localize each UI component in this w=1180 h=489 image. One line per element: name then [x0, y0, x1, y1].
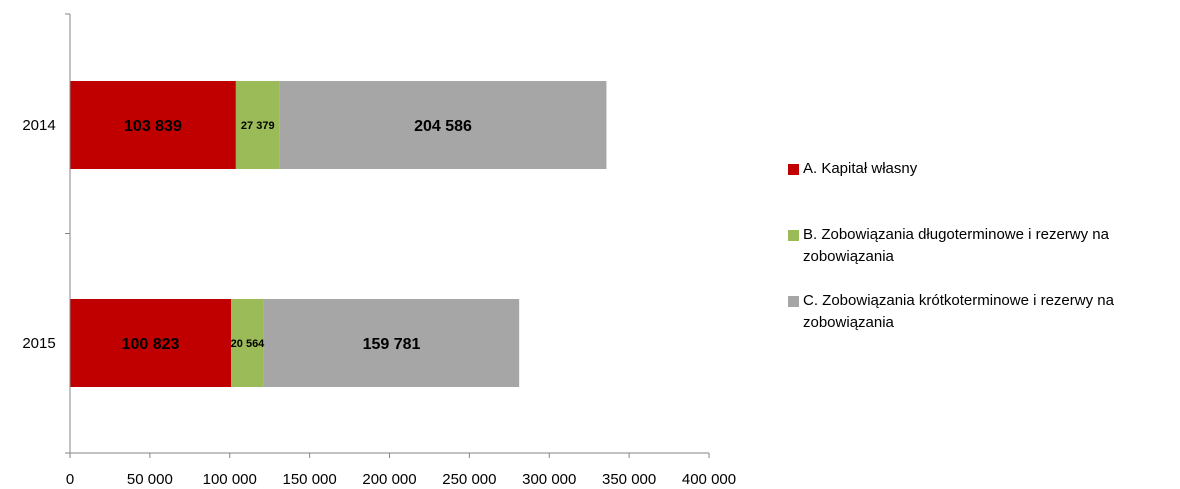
legend-label: A. Kapitał własny: [803, 160, 918, 177]
bar-2015-series-1: [70, 299, 232, 387]
legend-label: C. Zobowiązania krótkoterminowe i rezerw…: [803, 292, 1114, 331]
legend-swatch: [788, 230, 799, 241]
data-label-2014-series-1: 103 839: [124, 118, 182, 135]
data-label-2015-series-2: 20 564: [231, 338, 266, 350]
labels-group: 103 839 27 379 204 586 2014 100 823 20 564 159…: [22, 117, 736, 488]
x-tick-label: 0: [66, 471, 74, 488]
legend-swatch: [788, 164, 799, 175]
data-label-2014-series-3: 204 586: [414, 118, 472, 135]
x-tick-label: 100 000: [203, 471, 257, 488]
bar-2015-series-3: [263, 299, 520, 387]
x-tick-label: 200 000: [362, 471, 416, 488]
axes-group: [65, 13, 710, 458]
data-label-2015-series-1: 100 823: [122, 336, 180, 353]
x-tick-label: 300 000: [522, 471, 576, 488]
data-label-2015-series-3: 159 781: [363, 336, 421, 353]
bar-2014-series-1: [70, 81, 236, 169]
category-label-2014: 2014: [22, 117, 55, 134]
legend-item-series-1: A. Kapitał własny: [788, 158, 1173, 180]
category-label-2015: 2015: [22, 335, 55, 352]
legend-item-series-3: C. Zobowiązania krótkoterminowe i rezerw…: [788, 290, 1173, 334]
x-tick-label: 150 000: [283, 471, 337, 488]
x-tick-label: 400 000: [682, 471, 736, 488]
x-tick-label: 50 000: [127, 471, 173, 488]
legend-label: B. Zobowiązania długoterminowe i rezerwy…: [803, 226, 1109, 265]
x-tick-label: 350 000: [602, 471, 656, 488]
legend-item-series-2: B. Zobowiązania długoterminowe i rezerwy…: [788, 224, 1173, 268]
bars-group: [70, 81, 607, 387]
legend-swatch: [788, 296, 799, 307]
x-tick-label: 250 000: [442, 471, 496, 488]
bar-2015-series-2: [231, 299, 264, 387]
bar-2014-series-2: [235, 81, 280, 169]
bar-2014-series-3: [279, 81, 607, 169]
data-label-2014-series-2: 27 379: [241, 120, 275, 132]
